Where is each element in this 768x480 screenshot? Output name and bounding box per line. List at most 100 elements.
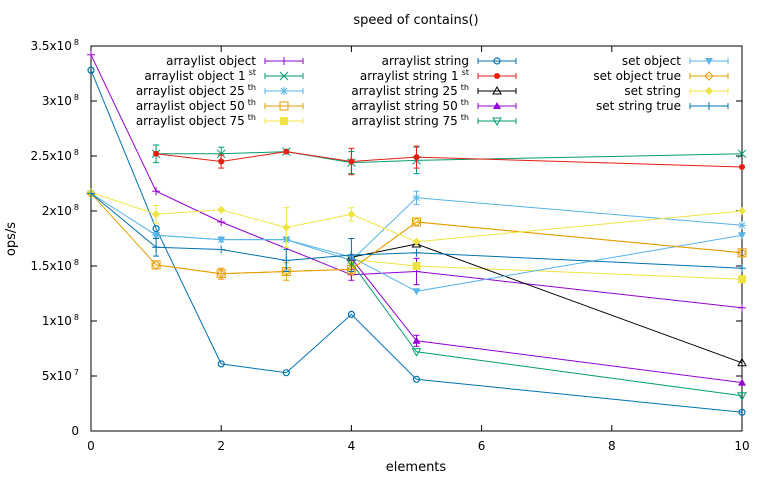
series-line	[156, 151, 743, 168]
series-line	[156, 197, 743, 262]
data-point	[216, 268, 226, 279]
data-point	[347, 210, 356, 219]
data-point	[738, 378, 746, 386]
data-point	[151, 260, 161, 270]
y-tick-label: 2.5x10 8	[30, 148, 79, 163]
legend-item: arraylist string	[382, 54, 517, 68]
data-point	[152, 225, 160, 233]
legend-marker	[279, 101, 289, 111]
data-point	[737, 392, 747, 401]
legend-item: set string true	[596, 99, 729, 113]
series-3	[151, 217, 747, 281]
series-12	[87, 188, 746, 248]
series-line	[350, 262, 743, 397]
data-point	[153, 150, 160, 157]
data-point	[738, 221, 746, 229]
chart-title: speed of contains()	[353, 13, 478, 28]
data-point	[411, 348, 422, 357]
y-axis: 0 5x10 7 1x10 8 1.5x10 8 2x10 8 2.5x10 8 3x10 8 3.5x1…	[30, 38, 742, 438]
data-point	[738, 232, 746, 240]
data-point	[412, 262, 421, 270]
data-point	[412, 237, 421, 246]
data-point	[737, 248, 747, 258]
data-point	[348, 158, 355, 165]
data-point	[283, 148, 290, 155]
data-point	[282, 223, 291, 232]
legend-label: set string	[624, 84, 681, 98]
legend-marker	[492, 117, 502, 127]
x-tick-label: 8	[608, 439, 616, 453]
y-tick-label: 1x10 8	[42, 313, 79, 328]
legend-item: set string	[624, 84, 729, 98]
data-point	[218, 158, 225, 165]
x-axis-label: elements	[386, 460, 447, 475]
data-point	[152, 232, 161, 240]
x-tick-label: 10	[734, 439, 749, 453]
x-tick-label: 0	[87, 439, 95, 453]
legend-label: arraylist object	[166, 54, 256, 68]
legend-label: set object true	[593, 69, 681, 83]
legend-label: set object	[622, 54, 681, 68]
data-point	[738, 207, 746, 215]
x-tick-label: 2	[217, 439, 225, 453]
legend-item: arraylist object	[166, 54, 304, 68]
legend-marker	[279, 71, 289, 81]
legend-marker	[494, 73, 500, 79]
y-axis-label: ops/s	[4, 222, 19, 256]
data-point	[413, 194, 420, 202]
data-point	[412, 288, 421, 296]
y-tick-label: 2x10 8	[42, 203, 79, 218]
data-point	[347, 310, 355, 318]
data-point	[738, 275, 746, 284]
legend-item: set object	[622, 54, 729, 68]
legend-marker	[280, 117, 288, 125]
data-point	[411, 217, 422, 227]
data-point	[281, 266, 292, 277]
series-line	[90, 54, 743, 309]
y-tick-label: 3.5x10 8	[30, 38, 79, 53]
x-tick-label: 6	[478, 439, 486, 453]
data-point	[152, 210, 161, 219]
legend-marker	[704, 71, 714, 81]
data-point	[737, 357, 747, 367]
legend-label: set string true	[596, 99, 681, 113]
y-tick-label: 0	[71, 424, 79, 438]
data-point	[217, 360, 225, 368]
series-8	[347, 254, 746, 386]
series-2	[152, 190, 746, 265]
data-point	[737, 149, 747, 159]
legend-marker	[705, 58, 713, 65]
legend-marker	[492, 85, 502, 95]
legend-marker	[280, 87, 288, 95]
series-5	[87, 66, 746, 416]
y-tick-label: 3x10 8	[42, 93, 79, 108]
data-point	[217, 236, 226, 244]
legend-marker	[493, 57, 501, 65]
data-point	[738, 408, 746, 416]
legend-marker	[705, 87, 713, 95]
series-1	[151, 144, 747, 175]
data-point	[412, 336, 421, 344]
y-tick-label: 1.5x10 8	[30, 258, 79, 273]
x-axis: 0 2 4 6 8 10	[87, 46, 750, 453]
legend-marker	[493, 102, 501, 109]
data-point	[739, 164, 745, 170]
data-point	[412, 375, 421, 383]
series-line	[156, 151, 743, 164]
